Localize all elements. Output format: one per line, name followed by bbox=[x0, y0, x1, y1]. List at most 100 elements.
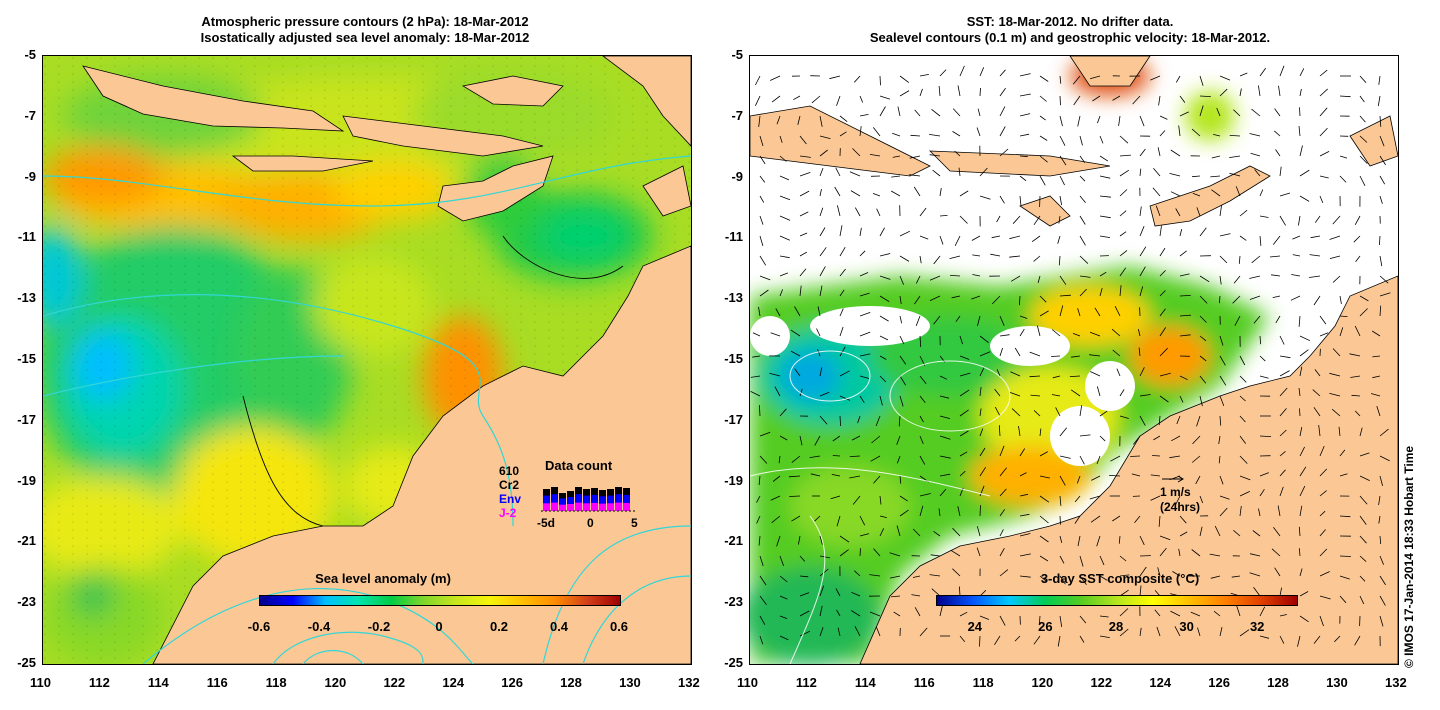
velocity-arrow bbox=[1150, 474, 1161, 477]
velocity-arrow bbox=[1179, 250, 1187, 257]
velocity-arrow bbox=[919, 455, 926, 465]
velocity-arrow bbox=[849, 475, 861, 479]
longitude-tick: 118 bbox=[972, 675, 994, 690]
latitude-tick: -19 bbox=[17, 472, 36, 488]
velocity-arrow bbox=[979, 366, 985, 377]
velocity-arrow bbox=[1359, 175, 1366, 186]
velocity-arrow bbox=[1157, 567, 1161, 577]
velocity-arrow bbox=[913, 186, 921, 197]
velocity-arrow bbox=[939, 473, 951, 477]
velocity-arrow bbox=[1116, 368, 1121, 377]
velocity-arrow bbox=[976, 526, 981, 537]
data-count-bar bbox=[591, 502, 598, 511]
latitude-tick: -13 bbox=[17, 290, 36, 306]
velocity-arrow bbox=[1279, 450, 1286, 457]
velocity-ref-duration: (24hrs) bbox=[1160, 500, 1201, 514]
velocity-arrow bbox=[1099, 410, 1108, 417]
velocity-arrow bbox=[839, 415, 841, 427]
velocity-arrow bbox=[1259, 189, 1264, 197]
velocity-arrow bbox=[1058, 255, 1061, 266]
velocity-arrow bbox=[1298, 215, 1301, 226]
velocity-arrow bbox=[1313, 635, 1321, 644]
velocity-arrow bbox=[1213, 610, 1221, 617]
velocity-arrow bbox=[994, 406, 1001, 417]
velocity-arrow bbox=[1239, 506, 1242, 517]
velocity-arrow bbox=[879, 95, 891, 100]
velocity-arrow bbox=[891, 190, 901, 197]
velocity-arrow bbox=[835, 588, 841, 597]
velocity-arrow bbox=[779, 235, 790, 241]
velocity-arrow bbox=[1112, 515, 1121, 522]
velocity-arrow bbox=[1079, 575, 1087, 586]
velocity-arrow bbox=[929, 574, 941, 577]
velocity-arrow bbox=[1099, 195, 1111, 198]
velocity-arrow bbox=[1197, 627, 1201, 637]
longitude-tick: 126 bbox=[1208, 675, 1230, 690]
velocity-arrow bbox=[1271, 548, 1281, 557]
velocity-arrow bbox=[1009, 255, 1021, 258]
velocity-arrow bbox=[1209, 553, 1221, 557]
velocity-arrow bbox=[819, 367, 823, 377]
australia-landmass bbox=[152, 245, 691, 664]
velocity-arrow bbox=[1214, 525, 1221, 537]
velocity-arrow bbox=[979, 386, 982, 397]
pressure-contours bbox=[43, 155, 691, 664]
velocity-arrow bbox=[1199, 395, 1203, 407]
velocity-arrow bbox=[959, 355, 970, 360]
velocity-arrow bbox=[1372, 355, 1381, 358]
velocity-arrow bbox=[1159, 535, 1171, 541]
velocity-arrow bbox=[1219, 75, 1231, 81]
velocity-arrow bbox=[1313, 295, 1321, 306]
velocity-arrow bbox=[938, 85, 941, 97]
velocity-arrow bbox=[939, 187, 942, 197]
velocity-arrow bbox=[829, 75, 841, 80]
colorbar-label: 24 bbox=[967, 619, 983, 634]
velocity-arrow bbox=[1019, 73, 1031, 77]
velocity-arrow bbox=[1010, 371, 1021, 377]
velocity-arrow bbox=[873, 475, 881, 484]
velocity-arrow bbox=[1299, 366, 1303, 377]
velocity-arrow bbox=[759, 275, 771, 281]
velocity-arrow bbox=[1099, 575, 1108, 581]
velocity-arrow bbox=[831, 474, 841, 477]
velocity-arrow bbox=[1299, 505, 1303, 517]
latitude-tick: -21 bbox=[17, 533, 36, 549]
velocity-arrow bbox=[1219, 507, 1228, 517]
velocity-arrow bbox=[1119, 574, 1130, 577]
velocity-arrow bbox=[999, 615, 1006, 626]
latitude-tick: -11 bbox=[724, 229, 743, 245]
velocity-arrow bbox=[1239, 375, 1247, 383]
velocity-arrow bbox=[839, 246, 846, 257]
velocity-arrow bbox=[1219, 375, 1227, 386]
velocity-arrow bbox=[852, 148, 861, 157]
velocity-arrow bbox=[859, 95, 864, 103]
velocity-arrow bbox=[1236, 605, 1241, 617]
velocity-arrow bbox=[779, 195, 791, 201]
velocity-arrow bbox=[954, 235, 961, 246]
velocity-arrow bbox=[776, 535, 781, 547]
velocity-ref-label: 1 m/s bbox=[1160, 485, 1191, 499]
velocity-arrow bbox=[1229, 135, 1241, 137]
velocity-arrow bbox=[794, 368, 801, 377]
velocity-arrow bbox=[1274, 130, 1281, 137]
velocity-arrow bbox=[852, 495, 861, 505]
velocity-arrow bbox=[871, 435, 881, 444]
velocity-arrow bbox=[1179, 111, 1189, 117]
velocity-arrow bbox=[1339, 95, 1351, 98]
velocity-arrow bbox=[835, 167, 841, 177]
velocity-arrow bbox=[1019, 295, 1021, 306]
velocity-arrow bbox=[752, 355, 761, 358]
velocity-arrow bbox=[1309, 254, 1321, 257]
velocity-arrow bbox=[759, 635, 764, 645]
java-island bbox=[82, 65, 345, 132]
velocity-arrow bbox=[1178, 125, 1181, 137]
velocity-arrow bbox=[1298, 126, 1301, 137]
velocity-arrow bbox=[1138, 347, 1141, 357]
velocity-arrow bbox=[756, 495, 761, 503]
velocity-arrow bbox=[788, 475, 801, 478]
latitude-tick: -5 bbox=[24, 47, 36, 62]
velocity-arrow bbox=[1339, 315, 1348, 317]
velocity-arrow bbox=[875, 415, 881, 427]
velocity-arrow bbox=[1378, 75, 1381, 85]
velocity-arrow bbox=[1139, 226, 1145, 237]
